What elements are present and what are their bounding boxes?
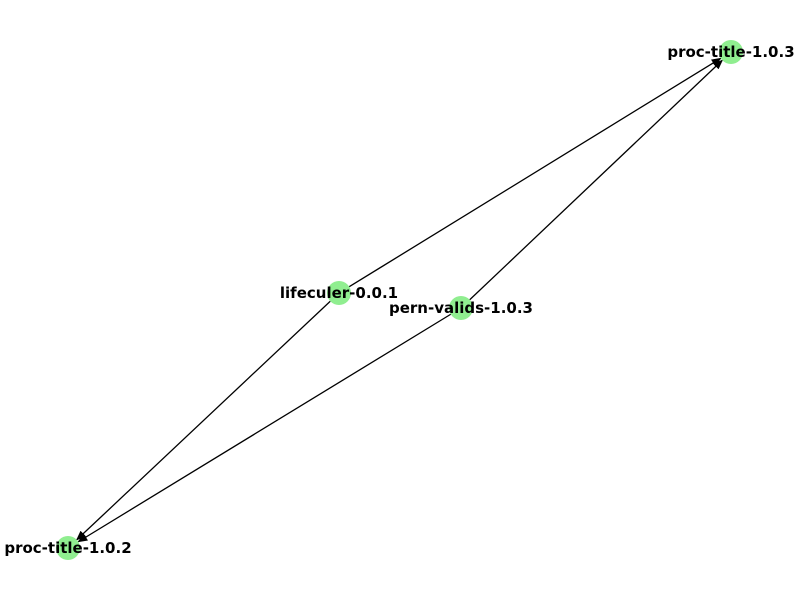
node-circle	[56, 536, 80, 560]
nodes-layer: proc-title-1.0.3 lifeculer-0.0.1 pern-va…	[4, 40, 795, 560]
node-circle	[327, 281, 351, 305]
node-proc-title-1-0-2: proc-title-1.0.2	[4, 536, 132, 560]
edge-arrow	[469, 59, 724, 301]
node-pern-valids-1-0-3: pern-valids-1.0.3	[389, 296, 533, 320]
node-proc-title-1-0-3: proc-title-1.0.3	[667, 40, 795, 64]
edge-arrow	[348, 57, 722, 288]
edges-layer	[76, 57, 724, 543]
node-label: pern-valids-1.0.3	[389, 299, 533, 317]
node-label: lifeculer-0.0.1	[280, 284, 398, 302]
node-lifeculer-0-0-1: lifeculer-0.0.1	[280, 281, 398, 305]
node-label: proc-title-1.0.2	[4, 539, 131, 557]
node-circle	[719, 40, 743, 64]
edge-arrow	[77, 313, 452, 543]
edge-arrow	[76, 300, 331, 541]
node-label: proc-title-1.0.3	[667, 43, 794, 61]
node-circle	[449, 296, 473, 320]
